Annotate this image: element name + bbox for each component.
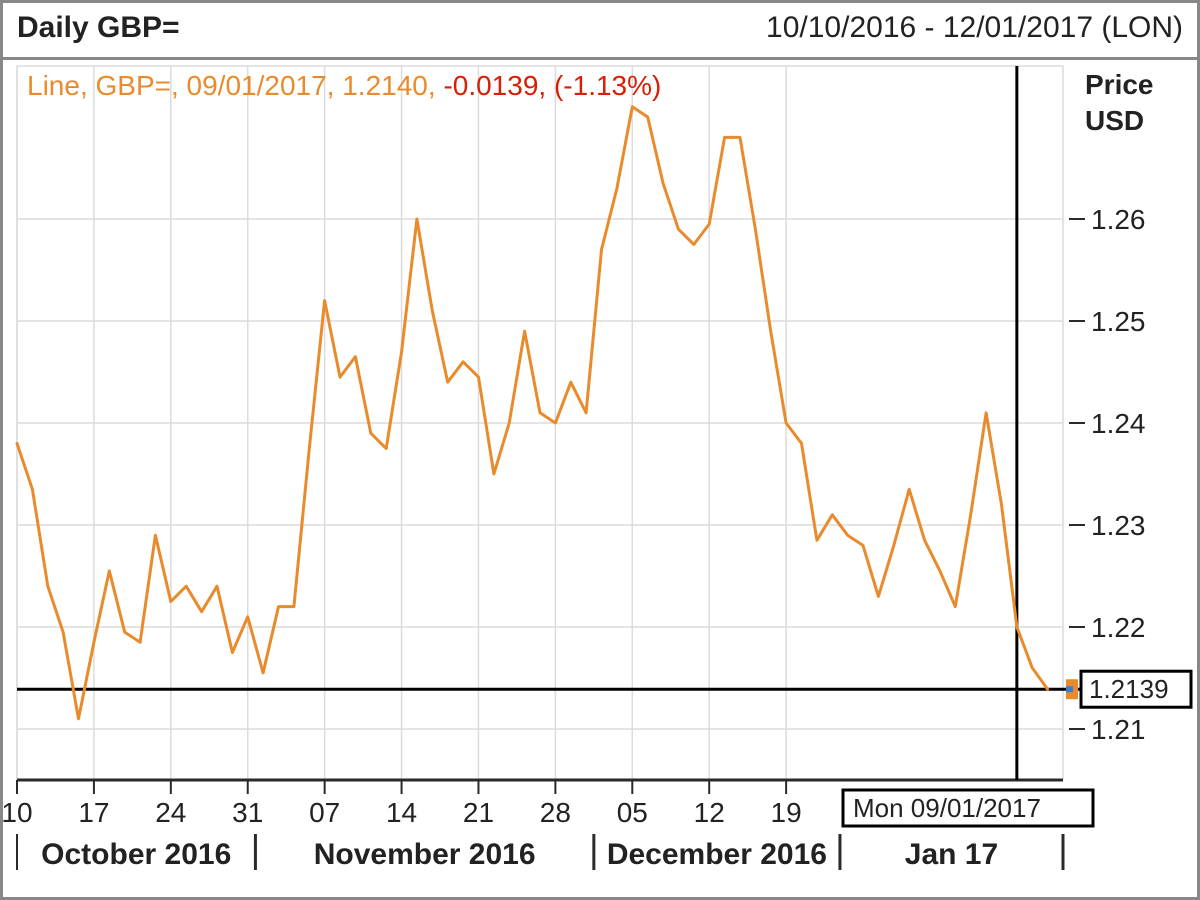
crosshair-date-label: Mon 09/01/2017 (853, 793, 1041, 823)
y-tick-label: 1.26 (1091, 204, 1146, 235)
x-tick-label: 31 (232, 797, 263, 828)
x-tick-label: 12 (694, 797, 725, 828)
chart-date-range: 10/10/2016 - 12/01/2017 (LON) (766, 11, 1183, 45)
x-month-label: October 2016 (41, 838, 231, 871)
y-tick-label: 1.22 (1091, 612, 1146, 643)
x-tick-label: 10 (3, 797, 33, 828)
x-tick-label: 14 (386, 797, 417, 828)
x-month-label: Jan 17 (905, 838, 998, 871)
y-tick-label: 1.21 (1091, 714, 1146, 745)
legend-change-pct: (-1.13%) (546, 70, 661, 101)
y-axis-title: Price (1085, 69, 1154, 100)
legend-change-abs: -0.0139, (443, 70, 546, 101)
x-tick-label: 17 (78, 797, 109, 828)
chart-header: Daily GBP= 10/10/2016 - 12/01/2017 (LON) (3, 3, 1197, 60)
x-month-label: December 2016 (607, 838, 827, 871)
price-chart[interactable]: Price USD 1.26 1.25 1.24 1.23 1.22 1.21 1.2139 10… (3, 60, 1197, 897)
current-price-label: 1.2139 (1089, 674, 1169, 704)
chart-window: Daily GBP= 10/10/2016 - 12/01/2017 (LON)… (0, 0, 1200, 900)
x-tick-label: 19 (771, 797, 802, 828)
chart-body: Line, GBP=, 09/01/2017, 1.2140, -0.0139,… (3, 60, 1197, 897)
series-legend: Line, GBP=, 09/01/2017, 1.2140, -0.0139,… (27, 70, 661, 102)
x-tick-label: 21 (463, 797, 494, 828)
x-month-label: November 2016 (314, 838, 536, 871)
legend-series-info: Line, GBP=, 09/01/2017, 1.2140, (27, 70, 443, 101)
y-tick-label: 1.23 (1091, 510, 1146, 541)
x-tick-label: 07 (309, 797, 340, 828)
chart-title: Daily GBP= (17, 11, 180, 45)
x-tick-label: 24 (155, 797, 186, 828)
y-axis-unit: USD (1085, 105, 1144, 136)
x-tick-label: 28 (540, 797, 571, 828)
x-tick-label: 05 (617, 797, 648, 828)
y-tick-label: 1.24 (1091, 408, 1146, 439)
y-tick-label: 1.25 (1091, 306, 1146, 337)
